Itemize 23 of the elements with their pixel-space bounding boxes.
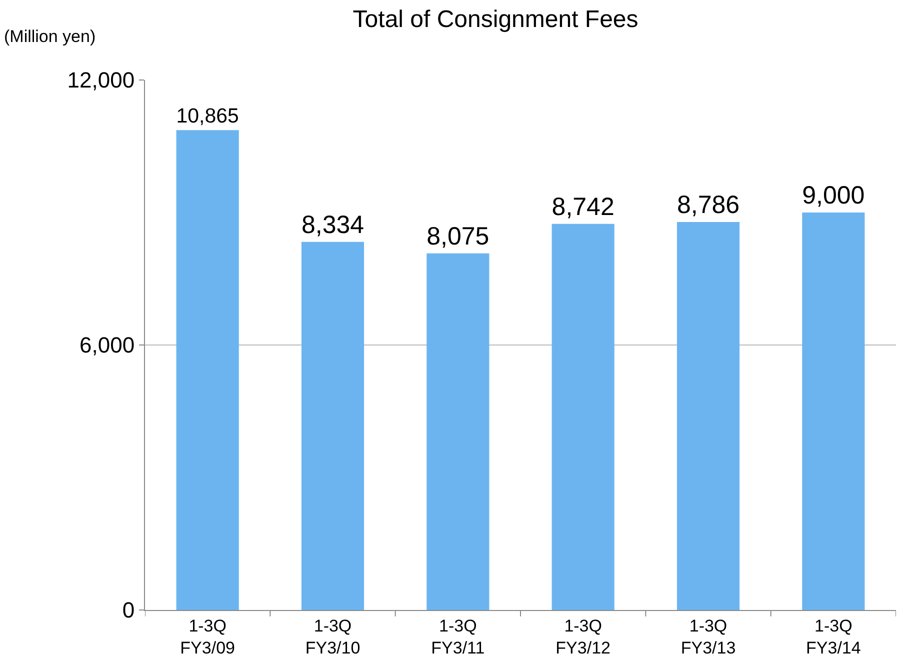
x-tick-label: 1-3Q FY3/13 — [680, 616, 736, 658]
data-label: 8,742 — [552, 193, 614, 222]
x-tick-label: 1-3Q FY3/09 — [180, 616, 235, 658]
bar — [676, 222, 740, 610]
bar — [176, 130, 239, 610]
bar — [802, 212, 865, 610]
chart-title: Total of Consignment Fees — [352, 6, 638, 33]
data-label: 8,075 — [426, 222, 490, 251]
y-tick-label: 6,000 — [80, 332, 135, 358]
y-tick-label: 12,000 — [67, 68, 135, 93]
bar — [301, 242, 364, 610]
y-axis-title: (Million yen) — [4, 27, 96, 46]
x-tick-label: 1-3Q FY3/11 — [431, 616, 485, 658]
data-label: 9,000 — [802, 182, 865, 210]
data-label: 8,334 — [301, 211, 364, 240]
x-tick-label: 1-3Q FY3/12 — [556, 616, 610, 658]
x-tick-label: 1-3Q FY3/14 — [806, 616, 861, 658]
data-label: 8,786 — [676, 191, 740, 220]
x-tick-label: 1-3Q FY3/10 — [305, 616, 360, 658]
bar — [426, 253, 490, 610]
data-label: 10,865 — [176, 104, 239, 128]
y-tick-label: 0 — [122, 598, 135, 623]
bar — [552, 224, 614, 610]
